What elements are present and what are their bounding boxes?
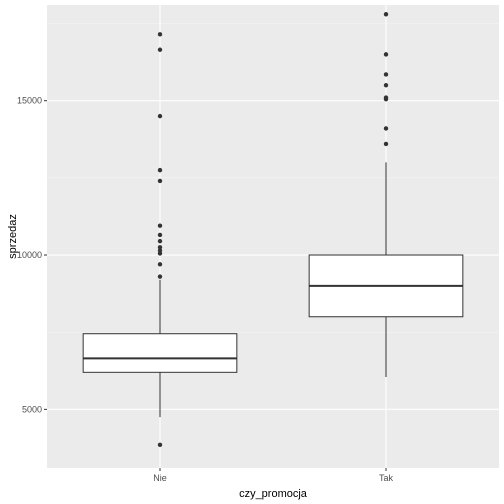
- outlier-point: [383, 72, 389, 77]
- outlier-point: [157, 442, 163, 448]
- outlier-point: [157, 232, 163, 238]
- outlier-point: [383, 52, 389, 57]
- outlier-point: [383, 141, 389, 147]
- y-tick-label: 5000: [22, 404, 42, 414]
- outlier-point: [157, 178, 163, 184]
- outlier-point: [157, 167, 163, 173]
- outlier-point: [383, 83, 389, 88]
- x-tick-label: Tak: [379, 473, 394, 483]
- outlier-point: [383, 12, 389, 17]
- box-tak: [308, 12, 464, 377]
- outlier-point: [157, 245, 163, 250]
- outlier-point: [157, 238, 163, 244]
- x-axis: Nie Tak: [153, 468, 393, 483]
- outlier-point: [157, 262, 163, 267]
- iqr-box: [82, 333, 238, 373]
- y-axis: 5000 10000 15000: [17, 96, 47, 414]
- x-axis-title: czy_promocja: [239, 488, 308, 500]
- outlier-point: [383, 95, 389, 100]
- outlier-point: [157, 274, 163, 279]
- y-axis-title: sprzedaz: [7, 214, 19, 259]
- outlier-point: [157, 32, 163, 37]
- box-layer: [82, 12, 464, 448]
- outlier-point: [157, 248, 163, 253]
- outlier-point: [157, 223, 163, 228]
- outlier-point: [157, 251, 163, 256]
- outlier-point: [157, 113, 163, 119]
- outlier-point: [157, 47, 163, 52]
- y-tick-label: 10000: [17, 250, 42, 260]
- panel-background: [47, 5, 499, 468]
- y-tick-label: 15000: [17, 96, 42, 106]
- outlier-point: [383, 126, 389, 131]
- box-nie: [82, 32, 238, 448]
- x-tick-label: Nie: [153, 473, 167, 483]
